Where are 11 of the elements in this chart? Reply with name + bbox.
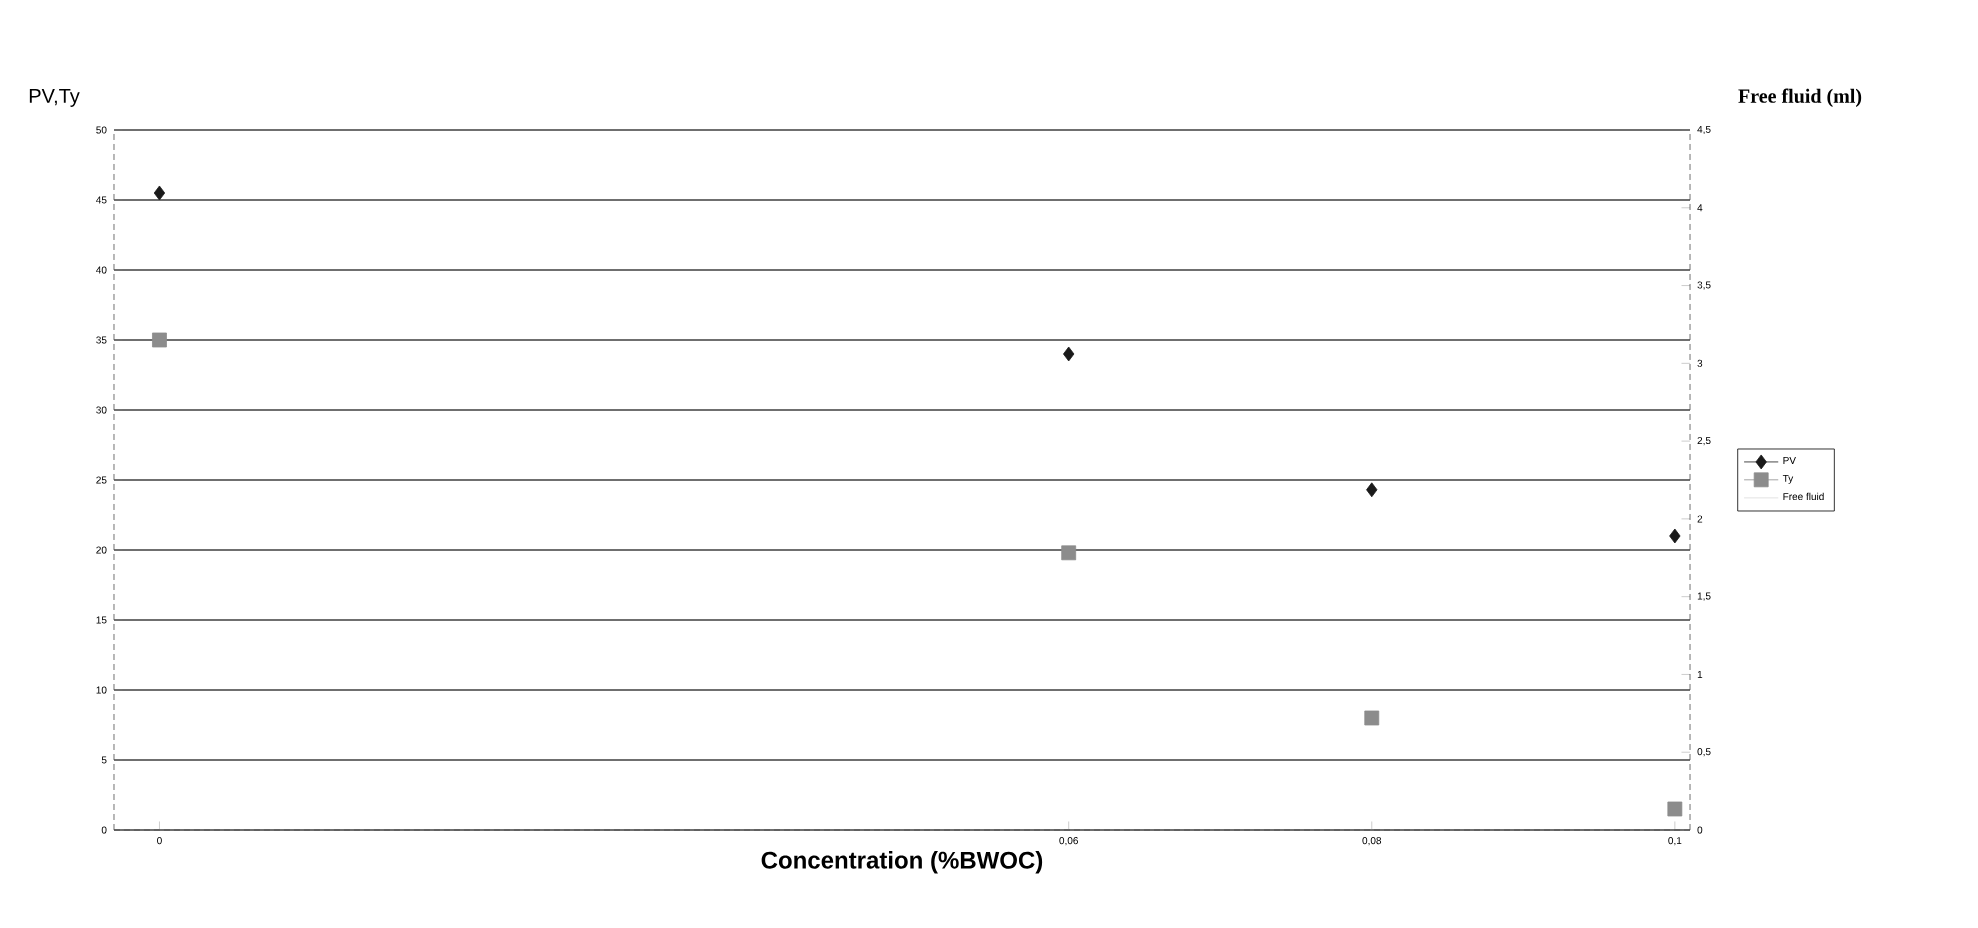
y2-axis-title: Free fluid (ml) [1738,88,1862,107]
point [1366,482,1378,498]
x-axis-title: Concentration (%BWOC) [761,851,1043,874]
point [152,332,167,348]
point [1364,710,1380,726]
point [1061,545,1077,561]
point [1669,528,1681,544]
point [153,185,166,201]
y-axis-title: PV,Ty [29,89,80,107]
point [1063,346,1075,362]
point [1667,801,1683,817]
